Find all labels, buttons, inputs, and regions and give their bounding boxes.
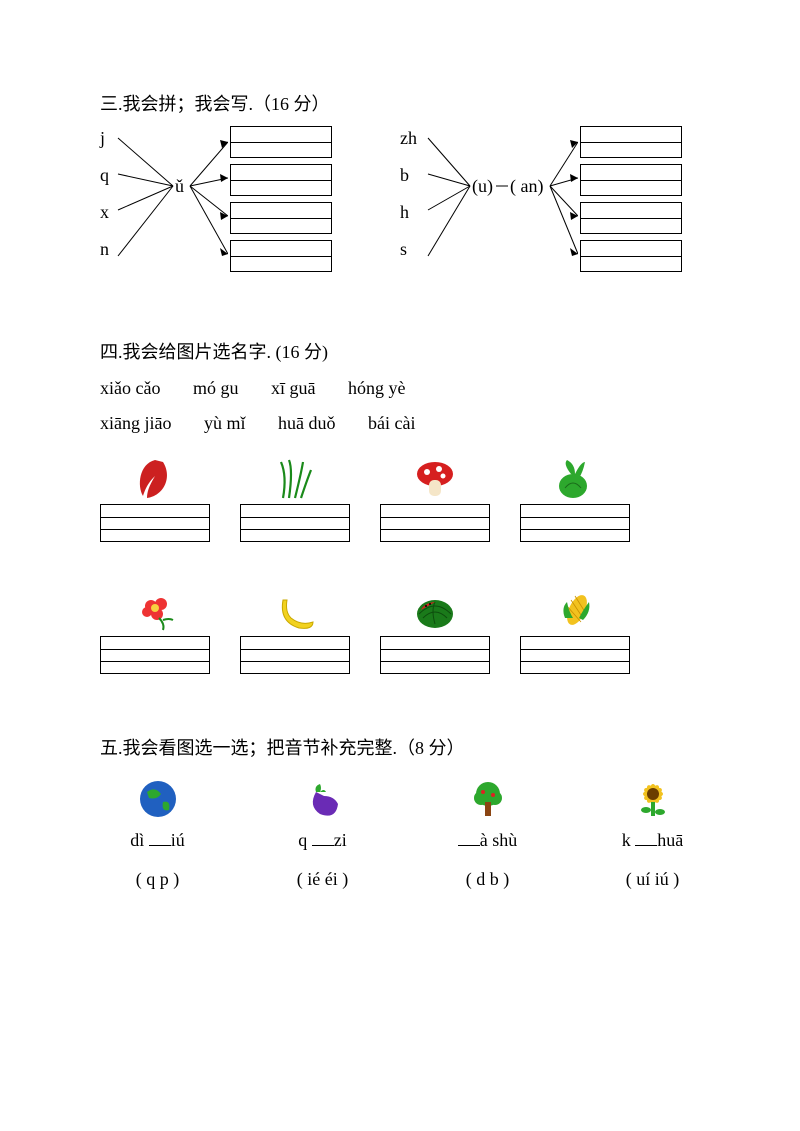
letter: s bbox=[400, 239, 417, 260]
fill-blank[interactable]: à shù bbox=[430, 830, 545, 851]
choice-text: ( uí iú ) bbox=[595, 869, 710, 890]
pinyin-word: hóng yè bbox=[348, 378, 406, 399]
letter: zh bbox=[400, 128, 417, 149]
answer-box[interactable] bbox=[380, 504, 490, 542]
answer-box[interactable] bbox=[240, 636, 350, 674]
answer-box[interactable] bbox=[580, 126, 682, 158]
letter: h bbox=[400, 202, 417, 223]
answer-box[interactable] bbox=[230, 164, 332, 196]
answer-box[interactable] bbox=[520, 636, 630, 674]
lines-icon bbox=[108, 128, 228, 288]
fill-blank[interactable]: dì iú bbox=[100, 830, 215, 851]
flower-icon bbox=[100, 582, 210, 632]
fill-blank[interactable]: k huā bbox=[595, 830, 710, 851]
pinyin-word: xī guā bbox=[271, 378, 316, 399]
pinyin-word: bái cài bbox=[368, 413, 415, 434]
answer-box[interactable] bbox=[230, 202, 332, 234]
answer-box[interactable] bbox=[580, 240, 682, 272]
answer-box[interactable] bbox=[240, 504, 350, 542]
choice-text: ( q p ) bbox=[100, 869, 215, 890]
sec3-diagram: j q x n ǔ zh b bbox=[100, 128, 710, 318]
watermelon-icon bbox=[380, 582, 490, 632]
fill-blank[interactable]: q zi bbox=[265, 830, 380, 851]
answer-box[interactable] bbox=[230, 126, 332, 158]
sec5-title: 五.我会看图选一选；把音节补充完整.（8 分） bbox=[100, 734, 710, 760]
answer-box[interactable] bbox=[100, 504, 210, 542]
pinyin-word: mó gu bbox=[193, 378, 239, 399]
pinyin-word: xiǎo cǎo bbox=[100, 378, 160, 399]
choice-text: ( ié éi ) bbox=[265, 869, 380, 890]
eggplant-icon bbox=[265, 774, 380, 820]
answer-box[interactable] bbox=[230, 240, 332, 272]
cabbage-icon bbox=[520, 450, 630, 500]
pinyin-word: yù mǐ bbox=[204, 413, 246, 434]
tree-icon bbox=[430, 774, 545, 820]
lines-icon bbox=[418, 128, 578, 288]
earth-icon bbox=[100, 774, 215, 820]
choice-text: ( d b ) bbox=[430, 869, 545, 890]
pinyin-word: huā duǒ bbox=[278, 413, 336, 434]
sec4-title: 四.我会给图片选名字. (16 分) bbox=[100, 338, 710, 364]
letter: b bbox=[400, 165, 417, 186]
leaf-icon bbox=[100, 450, 210, 500]
answer-box[interactable] bbox=[380, 636, 490, 674]
sec3-title: 三.我会拼；我会写.（16 分） bbox=[100, 90, 710, 116]
grass-icon bbox=[240, 450, 350, 500]
answer-box[interactable] bbox=[580, 164, 682, 196]
banana-icon bbox=[240, 582, 350, 632]
mushroom-icon bbox=[380, 450, 490, 500]
pinyin-word: xiāng jiāo bbox=[100, 413, 171, 434]
corn-icon bbox=[520, 582, 630, 632]
answer-box[interactable] bbox=[520, 504, 630, 542]
answer-box[interactable] bbox=[100, 636, 210, 674]
answer-box[interactable] bbox=[580, 202, 682, 234]
sunflower-icon bbox=[595, 774, 710, 820]
